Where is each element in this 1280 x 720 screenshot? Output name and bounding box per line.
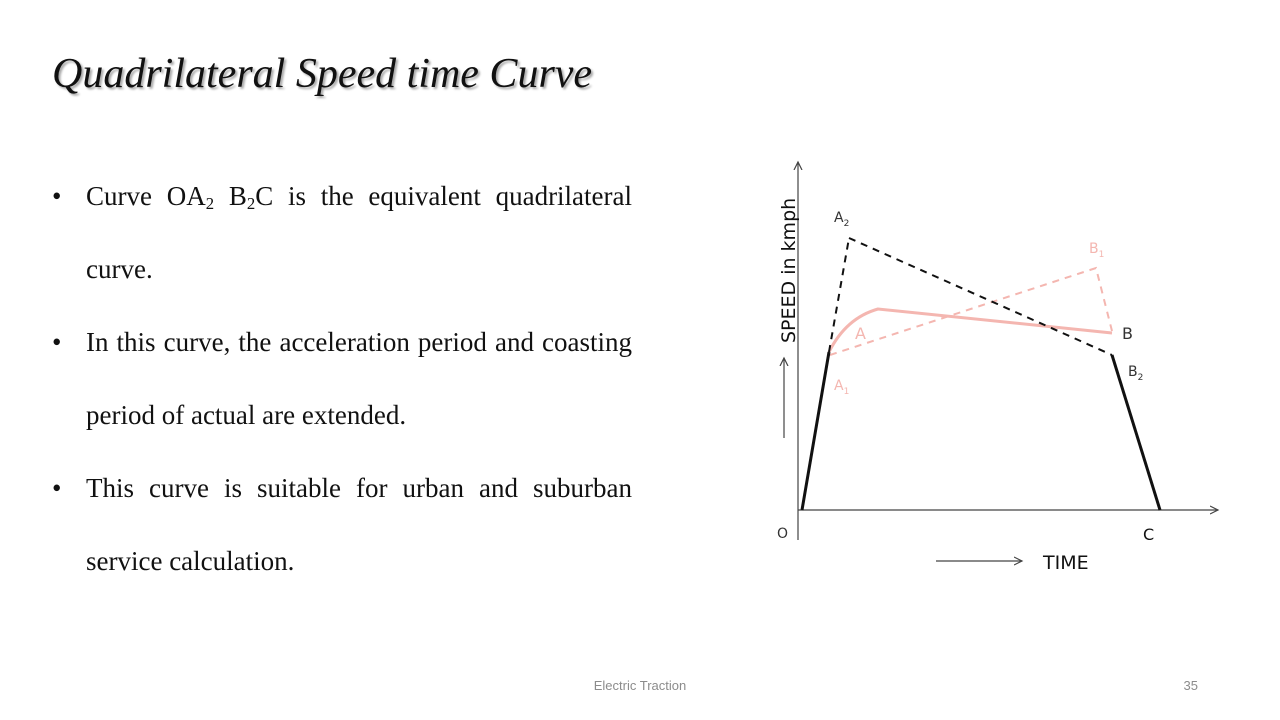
equivalent-brake-line bbox=[1110, 354, 1162, 511]
equivalent-coast-line bbox=[848, 237, 1113, 356]
y-axis-label: SPEED in kmph bbox=[778, 198, 800, 343]
bullet-text: B bbox=[214, 181, 247, 211]
equivalent-accel-extension bbox=[828, 237, 850, 353]
point-b1-label: B1 bbox=[1089, 241, 1104, 260]
subscript: 2 bbox=[205, 194, 215, 214]
bullet-list: Curve OA2 B2C is the equivalent quadrila… bbox=[52, 160, 632, 598]
bullet-text: This curve is suitable for urban and sub… bbox=[86, 473, 632, 576]
x-axis-label: TIME bbox=[1042, 552, 1089, 574]
page-number: 35 bbox=[1183, 678, 1198, 693]
actual-curve bbox=[827, 307, 1113, 353]
point-b-label: B bbox=[1122, 324, 1133, 343]
bullet-text: Curve OA bbox=[86, 181, 206, 211]
point-o-label: O bbox=[777, 526, 788, 542]
point-b2-label: B2 bbox=[1128, 364, 1143, 383]
bullet-text: C is the equivalent quadrilateral curve. bbox=[86, 181, 633, 284]
dashed-alt-curve bbox=[829, 266, 1113, 356]
equivalent-accel-line bbox=[800, 351, 831, 511]
bullet-item: In this curve, the acceleration period a… bbox=[52, 306, 632, 452]
bullet-text: In this curve, the acceleration period a… bbox=[86, 327, 632, 430]
point-c-label: C bbox=[1143, 525, 1154, 544]
bullet-item: Curve OA2 B2C is the equivalent quadrila… bbox=[52, 160, 632, 306]
slide-title: Quadrilateral Speed time Curve bbox=[52, 51, 593, 97]
footer-text: Electric Traction bbox=[593, 678, 687, 693]
bullet-item: This curve is suitable for urban and sub… bbox=[52, 452, 632, 598]
subscript: 2 bbox=[246, 194, 256, 214]
point-a-label: A bbox=[855, 324, 866, 343]
point-a1-label: A1 bbox=[834, 378, 849, 397]
point-a2-label: A2 bbox=[834, 210, 849, 229]
